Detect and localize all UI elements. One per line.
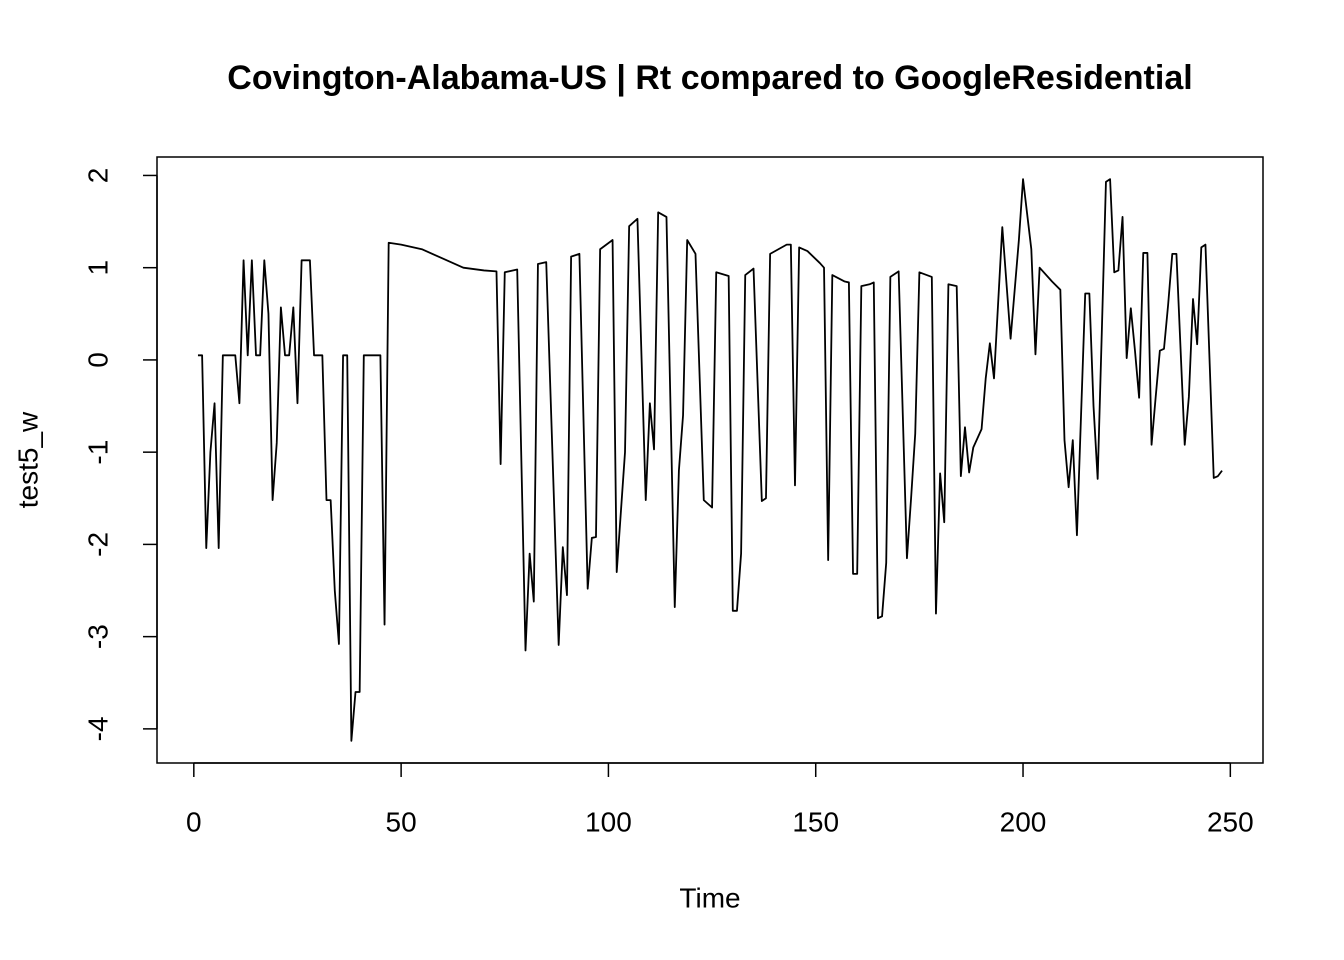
y-tick-label: 2 [82, 168, 113, 184]
x-tick-label: 50 [386, 806, 417, 837]
y-tick-label: -2 [82, 532, 113, 557]
y-tick-label: -3 [82, 624, 113, 649]
x-tick-label: 0 [186, 806, 202, 837]
x-tick-label: 200 [1000, 806, 1047, 837]
chart-title: Covington-Alabama-US | Rt compared to Go… [227, 59, 1192, 97]
x-axis-title: Time [679, 882, 740, 913]
data-line [197, 178, 1223, 742]
y-tick-label: 0 [82, 352, 113, 368]
x-tick-label: 100 [585, 806, 632, 837]
y-tick-label: -4 [82, 716, 113, 741]
x-tick-label: 150 [792, 806, 839, 837]
x-tick-label: 250 [1207, 806, 1254, 837]
y-tick-label: -1 [82, 440, 113, 465]
y-axis-title: test5_w [12, 411, 43, 508]
y-tick-label: 1 [82, 260, 113, 276]
